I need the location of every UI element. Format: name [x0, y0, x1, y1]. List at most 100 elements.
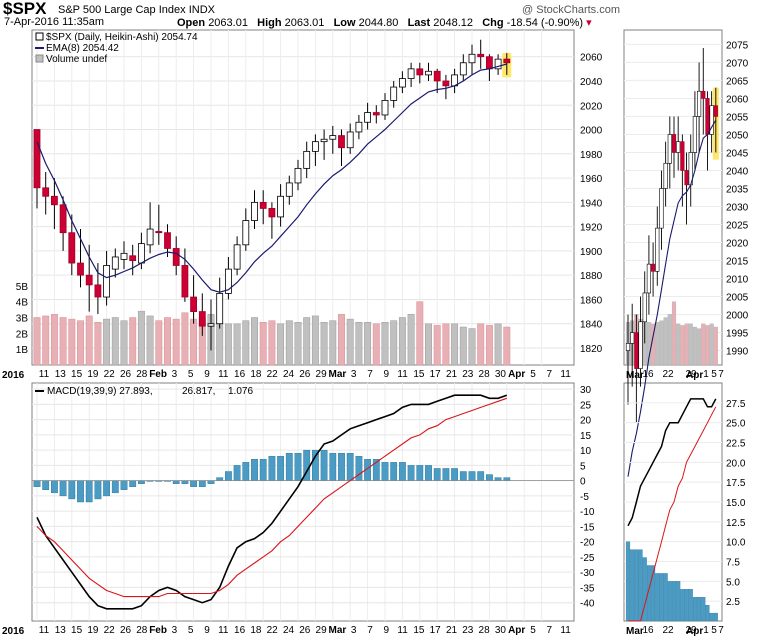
- volume-bar: [381, 322, 389, 366]
- volume-bar: [103, 318, 111, 366]
- x-tick-label: 3: [172, 369, 178, 380]
- volume-bar: [155, 320, 163, 366]
- x-tick-label: 18: [250, 369, 262, 380]
- x-tick-label: 9: [384, 369, 390, 380]
- x-tick-label: 11: [397, 369, 408, 380]
- x-tick-label: 24: [283, 625, 295, 636]
- legend-macd: MACD(19,39,9) 27.893,: [47, 386, 153, 397]
- side-month-label: Apr: [686, 370, 703, 381]
- volume-bar: [111, 317, 119, 366]
- volume-bar: [216, 322, 224, 366]
- side-macd-histogram-bar: [680, 589, 685, 622]
- macd-histogram-bar: [381, 462, 389, 481]
- candle: [242, 220, 250, 246]
- macd-y-tick-label: 0: [580, 477, 586, 488]
- x-tick-label: 5: [530, 625, 536, 636]
- side-candle: [634, 332, 639, 369]
- side-volume-bar: [646, 322, 651, 366]
- side-y-tick-label: 2065: [726, 76, 749, 87]
- y-tick-label: 1880: [580, 271, 603, 282]
- side-macd-y-tick-label: 5.0: [726, 577, 740, 588]
- candle: [311, 141, 319, 152]
- side-macd-y-tick-label: 15.0: [726, 498, 746, 509]
- macd-histogram-bar: [355, 456, 363, 481]
- macd-histogram-bar: [468, 471, 476, 481]
- x-tick-label: 7: [547, 625, 553, 636]
- side-macd-histogram-bar: [625, 541, 631, 622]
- volume-tick-label: 1B: [16, 345, 29, 356]
- candle: [120, 252, 128, 260]
- side-x-tick-label: 7: [718, 369, 724, 380]
- candle: [459, 62, 467, 76]
- x-tick-label: 26: [120, 625, 132, 636]
- volume-bar: [251, 317, 258, 366]
- side-volume-bar: [655, 322, 660, 366]
- side-y-tick-label: 2040: [726, 166, 749, 177]
- legend-swatch-volume: [35, 54, 44, 63]
- side-macd-histogram-bar: [630, 549, 635, 622]
- legend-price: $SPX (Daily, Heikin-Ashi) 2054.74: [46, 32, 198, 43]
- macd-y-tick-label: 30: [580, 385, 592, 396]
- side-candle: [667, 134, 672, 164]
- candle: [103, 265, 110, 298]
- macd-histogram-bar: [346, 452, 354, 481]
- volume-bar: [425, 323, 432, 366]
- volume-tick-label: 2B: [16, 329, 29, 340]
- side-candle: [663, 162, 668, 189]
- side-y-tick-label: 2055: [726, 112, 749, 123]
- side-x-tick-label: 1: [703, 625, 709, 636]
- macd-y-tick-label: -20: [580, 538, 595, 549]
- side-x-tick-label: 7: [718, 625, 724, 636]
- side-candle: [696, 90, 702, 117]
- volume-tick-label: 5B: [16, 282, 29, 293]
- side-macd-histogram-bar: [671, 581, 677, 622]
- candle: [425, 70, 432, 76]
- volume-bar: [50, 314, 58, 366]
- side-macd-histogram-bar: [659, 573, 664, 622]
- macd-histogram-bar: [216, 477, 224, 481]
- macd-histogram-bar: [103, 480, 111, 497]
- side-x-tick-label: 29: [685, 369, 697, 380]
- volume-bar: [407, 314, 415, 366]
- x-tick-label: 17: [430, 369, 442, 380]
- side-x-tick-label: 5: [711, 369, 717, 380]
- candle: [477, 53, 485, 58]
- y-tick-label: 1980: [580, 150, 603, 161]
- side-candle: [630, 332, 635, 344]
- macd-histogram-bar: [503, 477, 511, 481]
- volume-tick-label: 3B: [16, 314, 29, 325]
- x-tick-label: 17: [430, 625, 442, 636]
- x-tick-label: 15: [413, 369, 425, 380]
- x-tick-label: Apr: [508, 625, 525, 636]
- side-macd-histogram-bar: [655, 573, 660, 622]
- volume-bar: [451, 323, 459, 366]
- volume-bar: [285, 320, 293, 366]
- volume-bar: [181, 312, 189, 366]
- side-macd-histogram-bar: [676, 581, 681, 622]
- macd-histogram-bar: [425, 465, 432, 481]
- side-y-tick-label: 2060: [726, 94, 749, 105]
- side-macd-histogram-bar: [709, 612, 714, 622]
- side-y-tick-label: 2000: [726, 311, 749, 322]
- volume-bar: [468, 328, 476, 366]
- year-label: 2016: [2, 370, 25, 381]
- macd-histogram-bar: [224, 471, 232, 481]
- side-volume-bar: [676, 323, 681, 366]
- x-tick-label: 18: [250, 625, 262, 636]
- macd-y-tick-label: -35: [580, 583, 595, 594]
- candle: [216, 292, 224, 325]
- side-candle: [680, 141, 685, 171]
- candle: [129, 255, 137, 262]
- candle: [190, 296, 198, 312]
- macd-histogram-bar: [294, 452, 302, 481]
- macd-histogram-bar: [59, 480, 67, 497]
- x-tick-label: 9: [204, 625, 210, 636]
- candle: [468, 53, 476, 64]
- macd-histogram-bar: [477, 471, 485, 481]
- y-tick-label: 2000: [580, 126, 603, 137]
- side-macd-histogram-bar: [638, 549, 643, 622]
- volume-bar: [311, 315, 319, 366]
- volume-bar: [338, 314, 345, 366]
- candle: [407, 68, 415, 79]
